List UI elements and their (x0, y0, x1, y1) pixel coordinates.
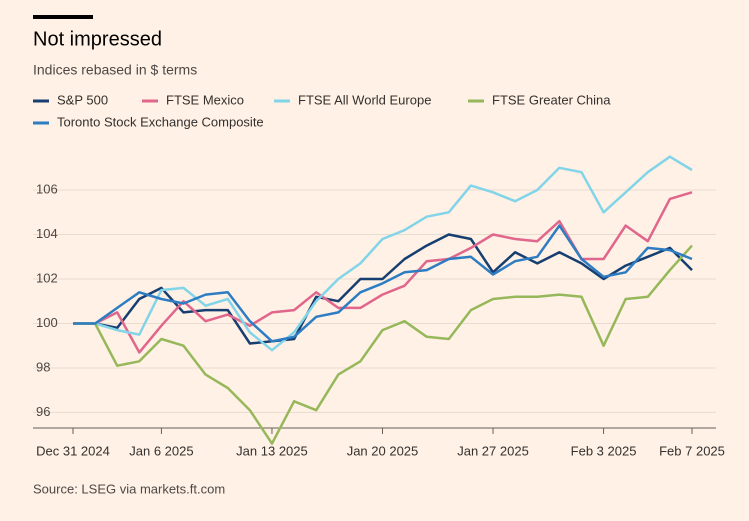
series-line (73, 191, 693, 354)
source: Source: LSEG via markets.ft.com (33, 481, 225, 496)
y-tick-label: 98 (36, 359, 50, 374)
y-tick-label: 100 (36, 315, 58, 330)
legend: S&P 500 FTSE Mexico FTSE All World Europe F… (33, 92, 611, 129)
title-bar (33, 15, 93, 19)
chart-title: Not impressed (33, 28, 162, 50)
series-line (73, 155, 693, 352)
x-tick-label: Jan 6 2025 (129, 443, 193, 458)
x-tick-label: Dec 31 2024 (36, 443, 110, 458)
series-line (73, 233, 693, 345)
x-tick-label: Jan 13 2025 (236, 443, 308, 458)
y-tick-label: 96 (36, 404, 50, 419)
y-tick-label: 104 (36, 226, 58, 241)
series-line (73, 244, 693, 445)
legend-label: FTSE Greater China (492, 92, 611, 107)
legend-label: S&P 500 (57, 92, 108, 107)
legend-label: Toronto Stock Exchange Composite (57, 114, 264, 129)
chart-subtitle: Indices rebased in $ terms (33, 62, 197, 78)
series-line (73, 224, 693, 343)
y-tick-label: 106 (36, 181, 58, 196)
y-tick-label: 102 (36, 270, 58, 285)
legend-label: FTSE All World Europe (298, 92, 431, 107)
x-tick-label: Jan 27 2025 (457, 443, 529, 458)
x-tick-label: Jan 20 2025 (347, 443, 419, 458)
x-tick-label: Feb 3 2025 (571, 443, 637, 458)
legend-label: FTSE Mexico (166, 92, 244, 107)
x-tick-label: Feb 7 2025 (659, 443, 725, 458)
